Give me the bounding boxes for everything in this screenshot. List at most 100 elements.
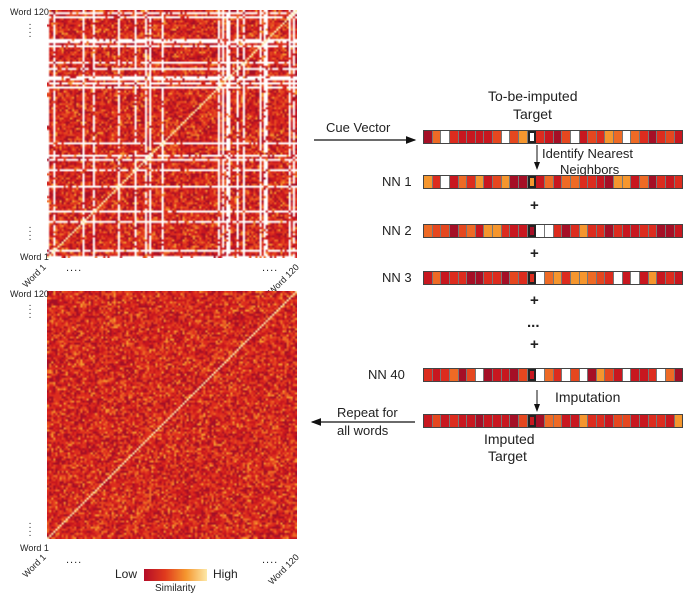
vector-cell	[562, 369, 571, 381]
vector-cell	[596, 131, 606, 143]
repeat-label-line1: Repeat for	[337, 405, 398, 420]
vector-cell	[544, 176, 554, 188]
target-title-line1: To-be-imputed	[488, 88, 578, 104]
vector-cell	[527, 272, 537, 284]
vector-cell	[484, 415, 494, 427]
vector-cell	[432, 225, 442, 237]
vector-cell	[674, 176, 683, 188]
nn1-vector	[423, 175, 683, 189]
vector-cell	[596, 415, 606, 427]
bottom-y-dots-upper: · · · ·	[28, 300, 32, 323]
vector-cell	[562, 225, 571, 237]
vector-cell	[657, 225, 666, 237]
vector-cell	[501, 272, 511, 284]
cue-vector-label: Cue Vector	[326, 120, 391, 135]
vector-cell	[674, 415, 683, 427]
vector-cell	[501, 369, 511, 381]
vector-cell	[579, 415, 589, 427]
vector-cell	[519, 369, 528, 381]
vector-cell	[665, 369, 675, 381]
vector-cell	[493, 369, 502, 381]
vector-cell	[622, 225, 632, 237]
vector-cell	[424, 272, 433, 284]
vector-cell	[484, 176, 494, 188]
vector-cell	[648, 176, 658, 188]
vector-cell	[553, 272, 563, 284]
vector-cell	[510, 415, 520, 427]
ellipsis: ...	[527, 314, 540, 331]
vector-cell	[648, 369, 658, 381]
vector-cell	[519, 415, 528, 427]
vector-cell	[588, 225, 597, 237]
vector-cell	[536, 225, 545, 237]
vector-cell	[640, 225, 649, 237]
sparse-similarity-matrix	[47, 10, 297, 258]
vector-cell	[562, 272, 571, 284]
vector-cell	[622, 415, 632, 427]
vector-cell	[562, 131, 571, 143]
vector-cell	[553, 176, 563, 188]
similarity-colorbar	[144, 569, 207, 581]
vector-cell	[622, 369, 632, 381]
vector-cell	[449, 415, 459, 427]
vector-cell	[544, 272, 554, 284]
vector-cell	[579, 131, 589, 143]
vector-cell	[449, 225, 459, 237]
vector-cell	[536, 272, 545, 284]
vector-cell	[665, 131, 675, 143]
vector-cell	[501, 176, 511, 188]
vector-cell	[519, 176, 528, 188]
vector-cell	[605, 272, 615, 284]
vector-cell	[579, 272, 589, 284]
vector-cell	[527, 131, 537, 143]
top-y-label-top: Word 120	[10, 7, 49, 17]
nn2-label: NN 2	[382, 223, 412, 238]
plus-2: +	[530, 245, 539, 262]
nn3-label: NN 3	[382, 270, 412, 285]
vector-cell	[570, 225, 580, 237]
top-x-dots-left: ....	[66, 262, 83, 274]
vector-cell	[467, 176, 476, 188]
vector-cell	[424, 369, 433, 381]
imputed-label-line1: Imputed	[484, 431, 535, 447]
vector-cell	[605, 131, 615, 143]
imputed-label-line2: Target	[488, 448, 527, 464]
vector-cell	[614, 272, 623, 284]
vector-cell	[441, 225, 450, 237]
vector-cell	[674, 369, 683, 381]
vector-cell	[588, 369, 597, 381]
plus-4: +	[530, 336, 539, 353]
vector-cell	[631, 225, 641, 237]
vector-cell	[614, 415, 623, 427]
top-y-dots-lower: · · · ·	[28, 222, 32, 245]
vector-cell	[544, 415, 554, 427]
plus-3: +	[530, 292, 539, 309]
vector-cell	[424, 131, 433, 143]
vector-cell	[544, 369, 554, 381]
vector-cell	[527, 225, 537, 237]
identify-label-line2: Neighbors	[560, 162, 620, 177]
bottom-x-dots-right: ....	[262, 554, 279, 566]
nn3-vector	[423, 271, 683, 285]
vector-cell	[458, 272, 468, 284]
vector-cell	[570, 176, 580, 188]
colorbar-high-label: High	[213, 567, 238, 581]
vector-cell	[458, 369, 468, 381]
vector-cell	[432, 131, 442, 143]
nn1-label: NN 1	[382, 174, 412, 189]
vector-cell	[424, 415, 433, 427]
vector-cell	[458, 131, 468, 143]
vector-cell	[614, 176, 623, 188]
vector-cell	[640, 272, 649, 284]
vector-cell	[484, 272, 494, 284]
vector-cell	[648, 131, 658, 143]
vector-cell	[536, 415, 545, 427]
vector-cell	[631, 272, 641, 284]
vector-cell	[640, 131, 649, 143]
vector-cell	[536, 369, 545, 381]
vector-cell	[553, 131, 563, 143]
vector-cell	[458, 176, 468, 188]
vector-cell	[631, 369, 641, 381]
vector-cell	[510, 131, 520, 143]
